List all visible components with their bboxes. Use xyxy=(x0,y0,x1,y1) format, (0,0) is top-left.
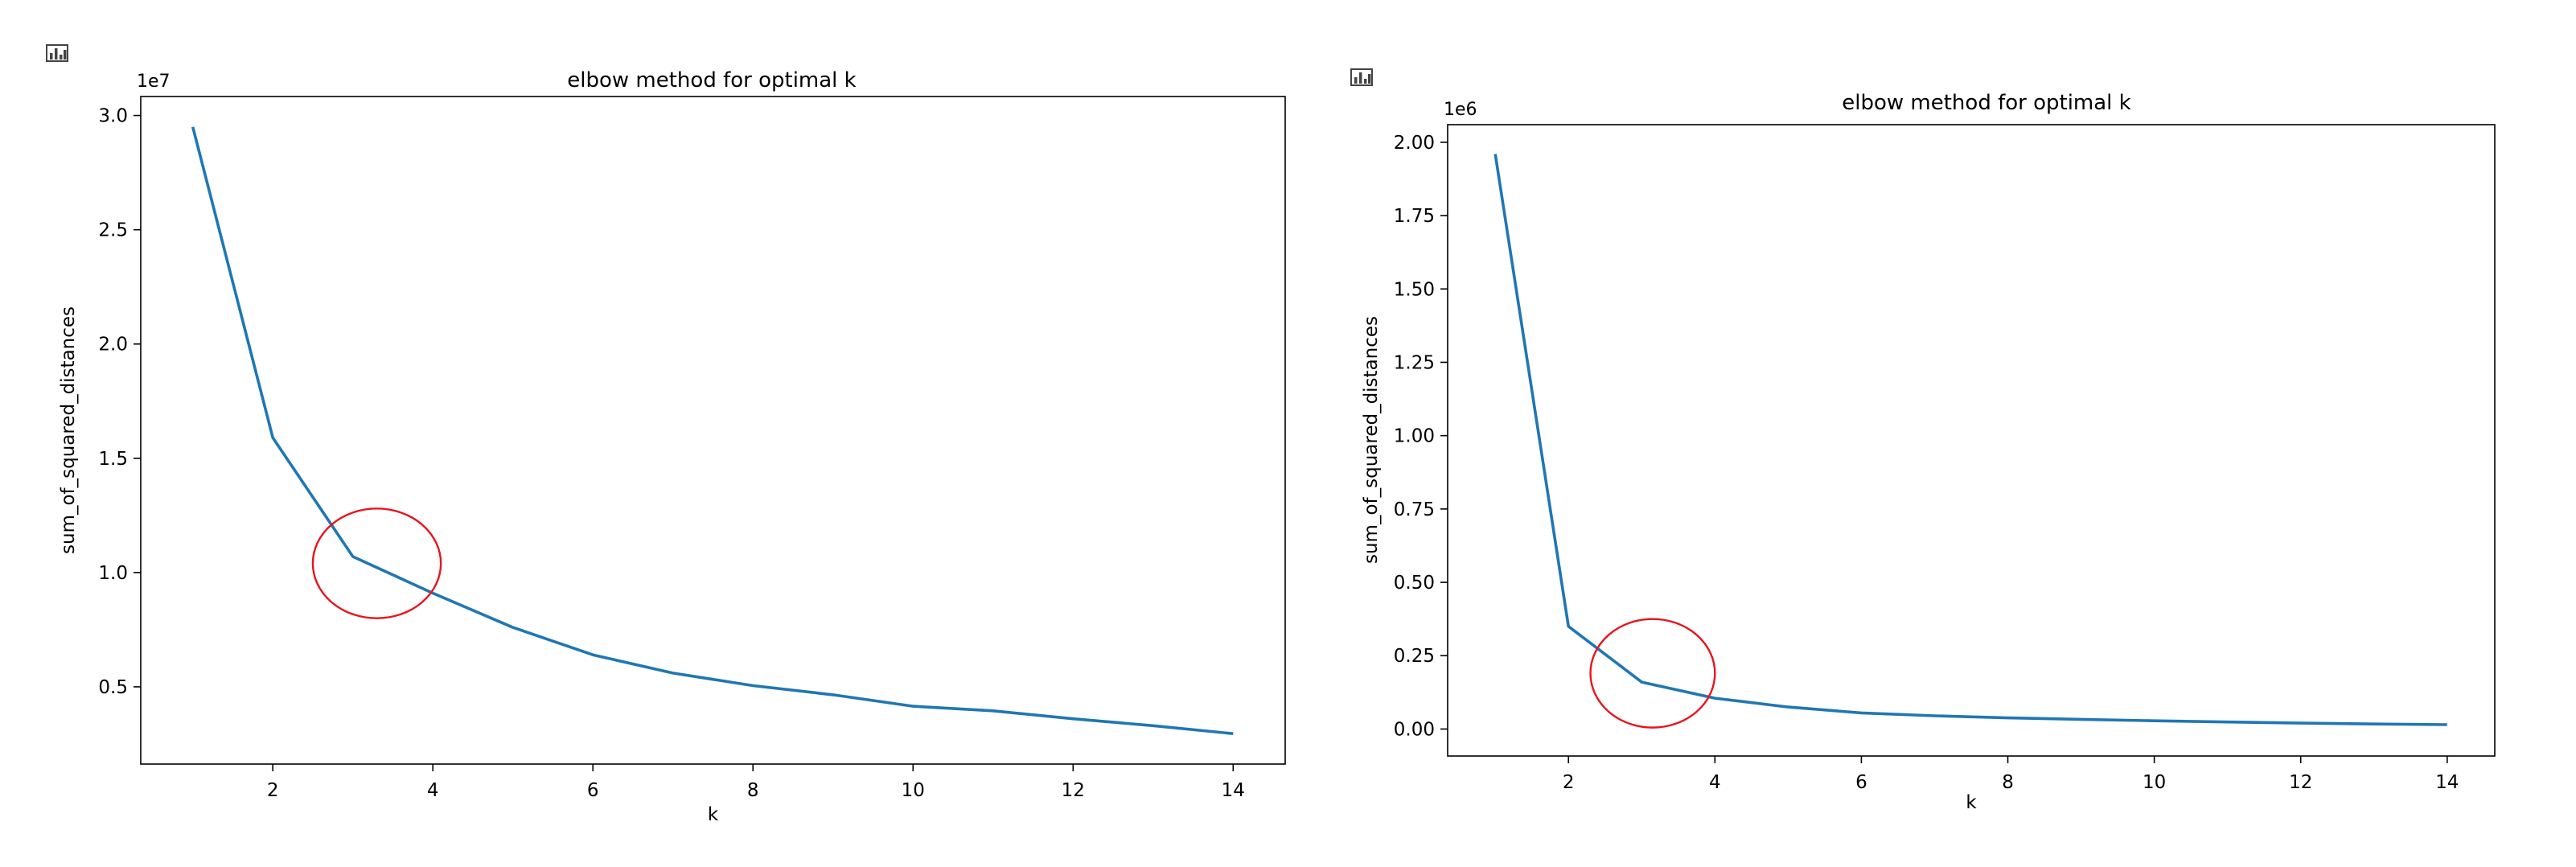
x-tick-label: 12 xyxy=(2289,772,2312,793)
y-tick-label: 1.75 xyxy=(1394,206,1435,227)
highlight-ellipse xyxy=(311,507,442,619)
data-point xyxy=(1713,696,1716,700)
bar-chart-icon xyxy=(46,44,68,62)
y-tick-label: 0.5 xyxy=(98,677,128,698)
data-point xyxy=(992,709,995,713)
y-offset-text: 1e6 xyxy=(1444,100,1477,120)
data-point xyxy=(1859,711,1863,714)
y-tick-label: 3.0 xyxy=(98,106,128,127)
data-point xyxy=(1152,724,1155,727)
data-point xyxy=(2226,721,2229,724)
data-point xyxy=(591,653,594,656)
data-point xyxy=(1933,714,1936,717)
x-axis-label: k xyxy=(708,804,719,825)
data-point xyxy=(1567,625,1570,628)
x-tick-label: 12 xyxy=(1062,780,1085,801)
series-line xyxy=(1493,154,2447,726)
data-point xyxy=(191,125,195,129)
data-point xyxy=(672,672,675,675)
data-point xyxy=(271,436,274,439)
chart-title: elbow method for optimal k xyxy=(1842,91,2130,115)
icon-bar-2 xyxy=(1359,72,1362,84)
data-point xyxy=(1231,732,1235,735)
chart-panel-2: elbow method for optimal k 2 4 6 8 10 12 14 0.00… xyxy=(1350,68,2496,813)
y-tick-label: 2.0 xyxy=(98,335,128,355)
bar-chart-icon xyxy=(1350,68,1373,86)
icon-frame xyxy=(1350,68,1373,86)
x-tick-label: 10 xyxy=(2143,772,2166,793)
data-point xyxy=(351,555,355,558)
plot-frame xyxy=(140,96,1286,765)
data-point xyxy=(2153,719,2156,722)
data-point xyxy=(1071,717,1074,721)
y-tick-label: 1.25 xyxy=(1394,352,1435,373)
y-axis-label: sum_of_squared_distances xyxy=(1361,316,1382,564)
data-point xyxy=(1493,152,1497,155)
data-point xyxy=(1640,680,1643,684)
x-tick-label: 4 xyxy=(1709,772,1721,793)
x-tick-label: 6 xyxy=(587,780,599,801)
y-tick-label: 1.00 xyxy=(1394,426,1435,447)
icon-bar-1 xyxy=(1354,77,1358,84)
chart-panel-1: elbow method for optimal k 2 4 6 8 10 12 14 0.5 1… xyxy=(46,44,1286,825)
plot-frame xyxy=(1447,124,2496,757)
icon-bar-2 xyxy=(55,48,58,60)
data-point xyxy=(911,705,914,708)
y-tick-label: 0.00 xyxy=(1394,719,1435,740)
highlight-ellipse xyxy=(1589,618,1716,729)
data-point xyxy=(2446,723,2449,726)
data-point xyxy=(2299,721,2303,725)
y-tick-label: 1.50 xyxy=(1394,279,1435,300)
data-point xyxy=(512,626,515,629)
y-tick-label: 2.00 xyxy=(1394,133,1435,154)
y-tick-label: 1.5 xyxy=(98,449,128,470)
data-point xyxy=(2080,717,2083,721)
data-point xyxy=(751,684,754,688)
x-tick-label: 2 xyxy=(267,780,279,801)
icon-bar-1 xyxy=(50,53,53,60)
x-tick-label: 14 xyxy=(2435,772,2459,793)
data-point xyxy=(2373,722,2376,725)
data-point xyxy=(832,693,835,696)
x-tick-label: 6 xyxy=(1855,772,1867,793)
x-tick-label: 8 xyxy=(2002,772,2014,793)
y-axis-label: sum_of_squared_distances xyxy=(58,306,79,554)
y-tick-label: 2.5 xyxy=(98,220,128,241)
x-axis-label: k xyxy=(1966,792,1977,813)
x-tick-label: 10 xyxy=(902,780,925,801)
series-line xyxy=(191,126,1234,735)
x-tick-label: 14 xyxy=(1222,780,1245,801)
icon-bar-4 xyxy=(1368,74,1371,84)
icon-bar-3 xyxy=(60,55,63,60)
y-tick-label: 0.75 xyxy=(1394,499,1435,520)
y-tick-label: 0.50 xyxy=(1394,573,1435,594)
x-tick-label: 2 xyxy=(1563,772,1575,793)
y-tick-label: 1.0 xyxy=(98,563,128,584)
x-tick-label: 8 xyxy=(747,780,759,801)
y-offset-text: 1e7 xyxy=(137,72,171,92)
data-point xyxy=(1786,705,1789,709)
x-tick-label: 4 xyxy=(427,780,439,801)
y-tick-label: 0.25 xyxy=(1394,646,1435,667)
data-point xyxy=(2007,717,2010,720)
chart-title: elbow method for optimal k xyxy=(567,68,856,92)
icon-bar-4 xyxy=(64,50,67,60)
icon-frame xyxy=(46,44,68,62)
icon-bar-3 xyxy=(1364,79,1367,84)
